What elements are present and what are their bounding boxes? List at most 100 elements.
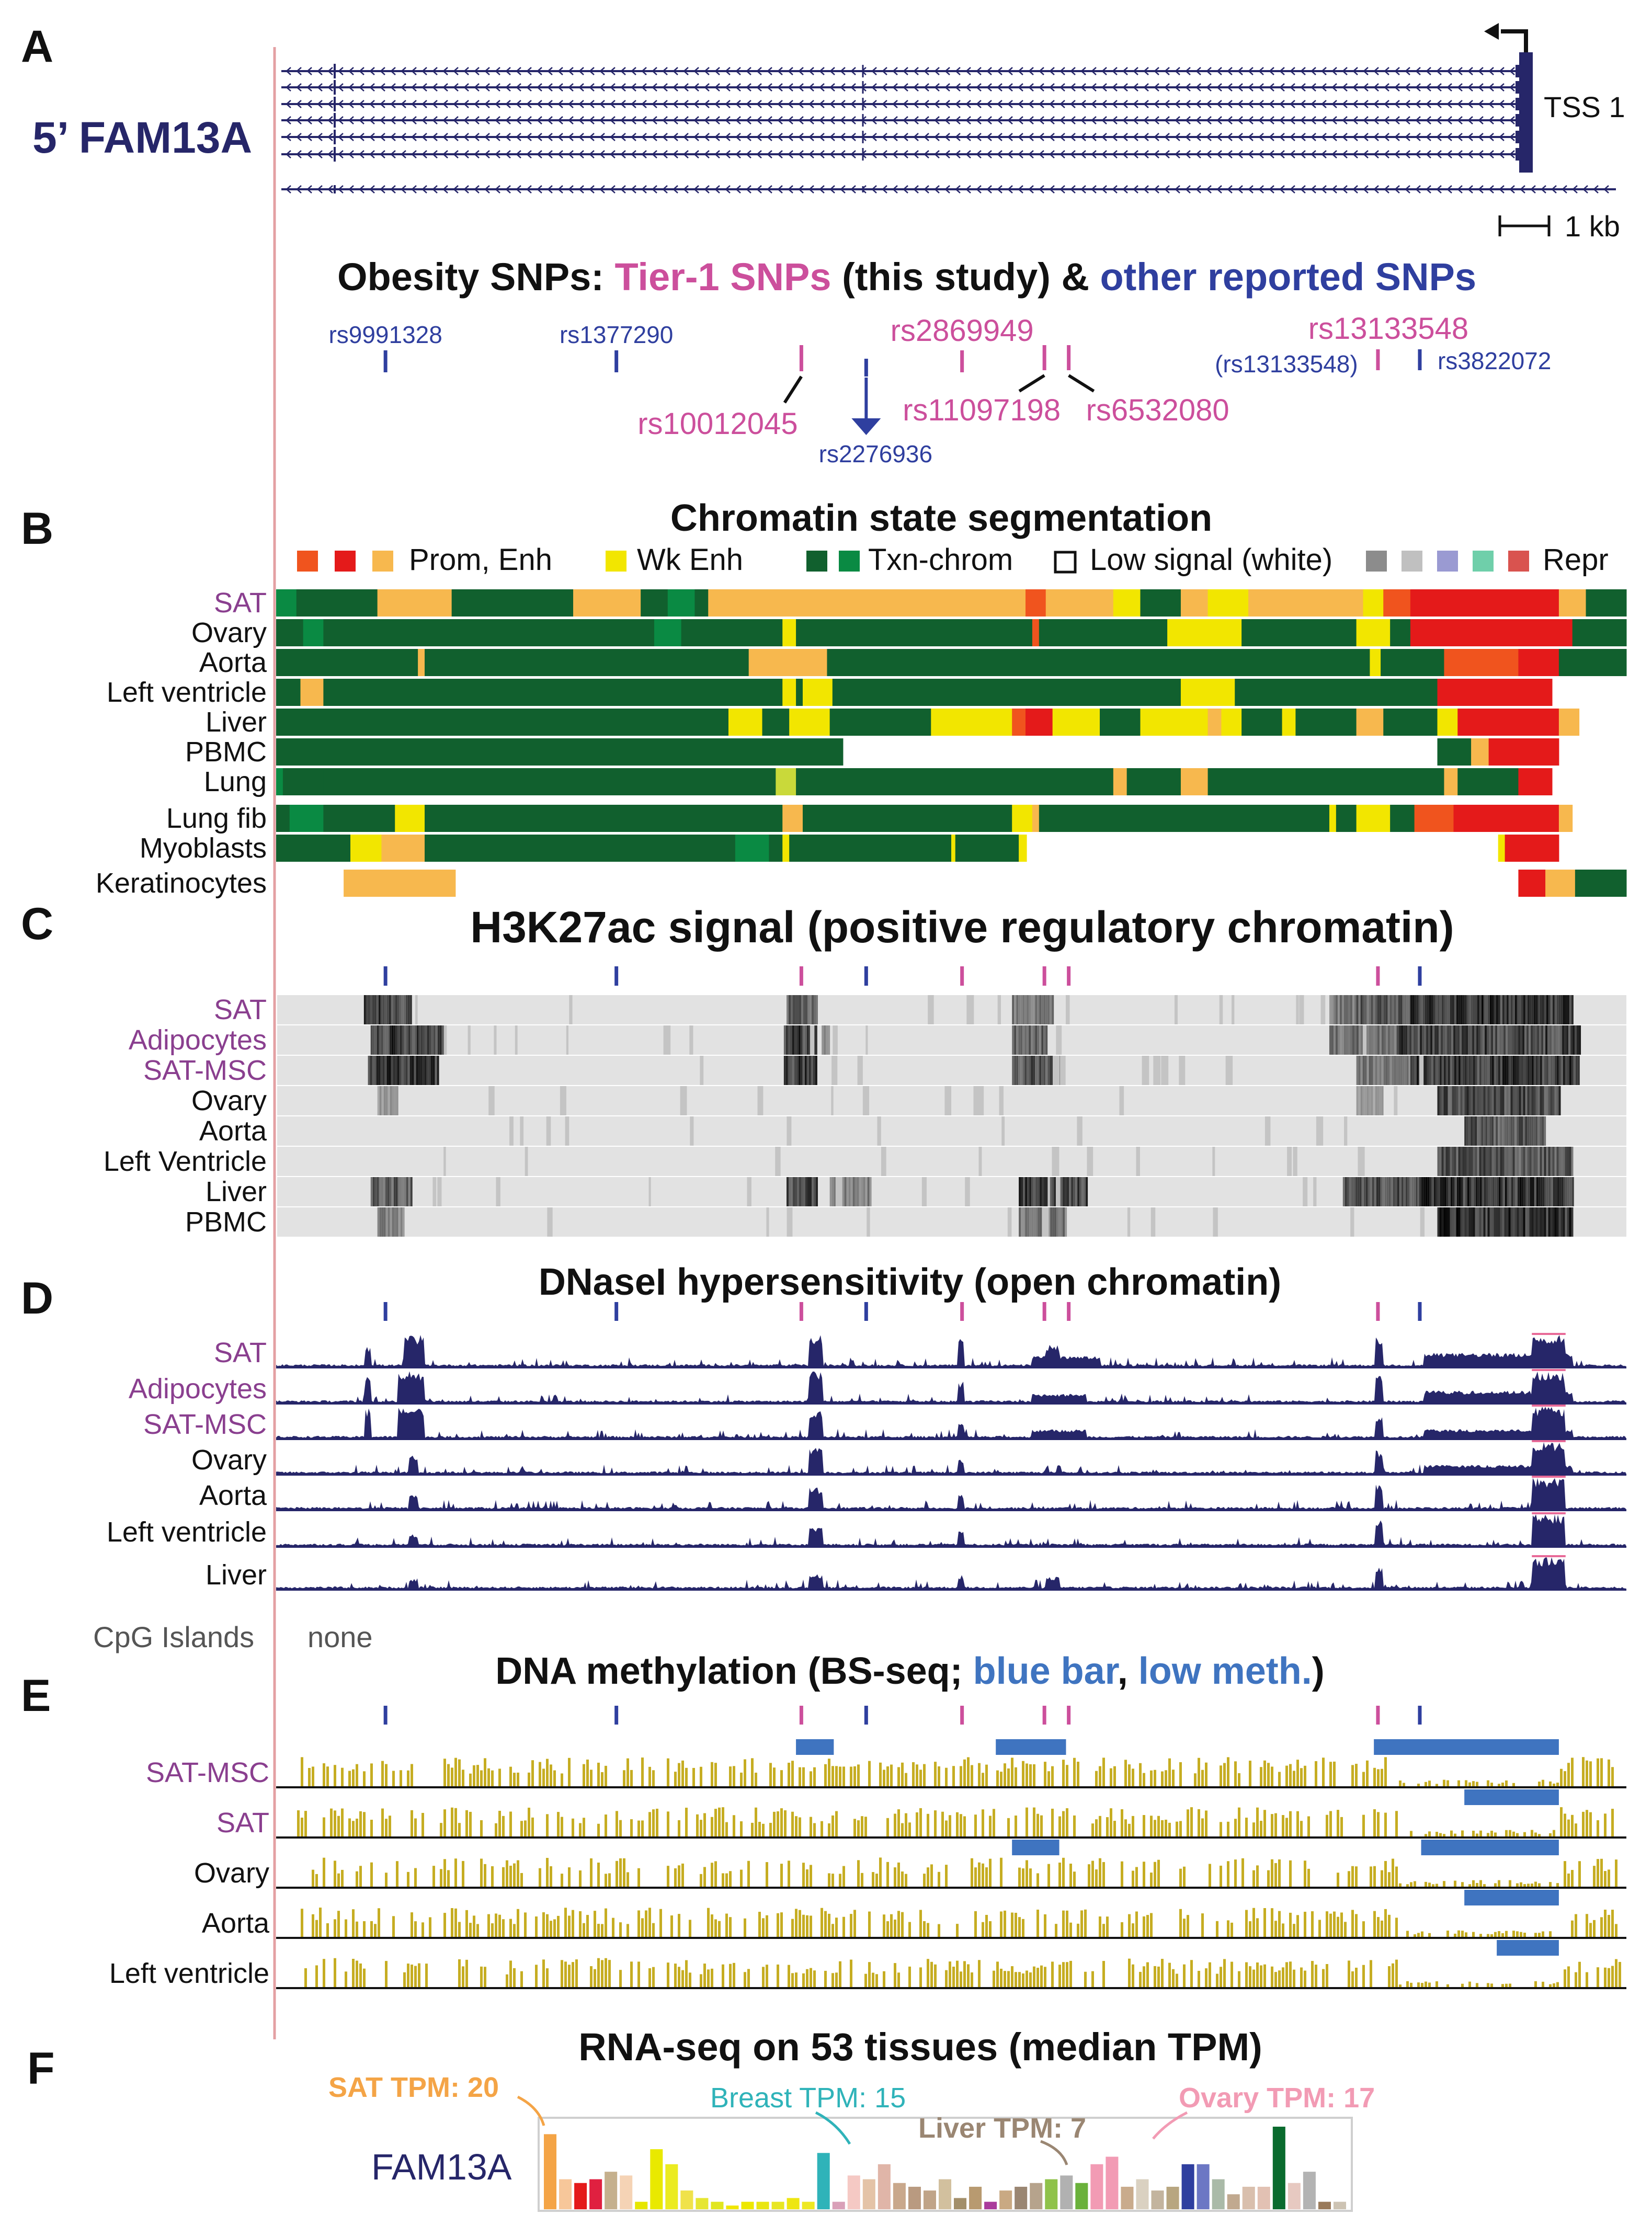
h3k27ac-signal [1485, 1086, 1488, 1115]
methylation-bar [810, 1817, 812, 1837]
h3k27ac-signal [1523, 1147, 1525, 1176]
rnaseq-bar [787, 2198, 800, 2209]
h3k27ac-signal [424, 1056, 427, 1085]
methylation-bar [802, 1914, 805, 1938]
methylation-bar [945, 1970, 948, 1988]
h3k27ac-signal [1527, 1207, 1530, 1237]
methylation-bar [1494, 1832, 1497, 1837]
h3k27ac-signal [798, 1025, 801, 1055]
h3k27ac-signal [1012, 1056, 1015, 1085]
methylation-bar [1377, 1769, 1380, 1787]
h3k27ac-signal [1512, 1207, 1515, 1237]
h3k27ac-signal [1433, 1056, 1435, 1085]
h3k27ac-signal [1452, 1147, 1454, 1176]
h3k27ac-signal [1039, 1025, 1042, 1055]
rnaseq-bar [741, 2201, 754, 2209]
chromatin-segment [1207, 768, 1444, 795]
chromatin-segment [1207, 709, 1222, 736]
methylation-bar [370, 1763, 373, 1787]
methylation-bar [1498, 1931, 1500, 1938]
h3k27ac-signal [1561, 1177, 1564, 1206]
h3k27ac-signal [1418, 995, 1421, 1024]
h3k27ac-signal [1556, 1025, 1558, 1055]
chromatin-segment [1235, 679, 1438, 706]
h3k27ac-signal [1354, 995, 1357, 1024]
methylation-bar [590, 1770, 593, 1787]
methylation-bar [934, 1762, 937, 1787]
methylation-bar [919, 1910, 922, 1938]
rnaseq-bar [1015, 2186, 1028, 2209]
h3k27ac-signal [1460, 995, 1463, 1024]
h3k27ac-signal [1468, 1056, 1471, 1085]
h3k27ac-signal [1473, 1086, 1475, 1115]
h3k27ac-signal [1425, 1177, 1428, 1206]
methylation-bar [1154, 1862, 1156, 1888]
h3k27ac-signal [1437, 1025, 1439, 1055]
h3k27ac-signal [1473, 1207, 1475, 1237]
snp-arrowhead [851, 418, 881, 435]
h3k27ac-signal [1544, 1116, 1546, 1146]
chromatin-track-label: Lung fib [166, 803, 267, 834]
panel-e-title-blue2: low meth. [1138, 1650, 1312, 1692]
chromatin-segment [276, 589, 297, 617]
h3k27ac-signal [1416, 1025, 1418, 1055]
methylation-bar [1088, 1864, 1090, 1888]
methylation-bar [506, 1974, 508, 1988]
h3k27ac-signal [1565, 1147, 1567, 1176]
h3k27ac-signal [1043, 995, 1046, 1024]
methylation-bar [1417, 1982, 1420, 1988]
h3k27ac-signal [802, 1025, 805, 1055]
methylation-bar [572, 1818, 574, 1837]
h3k27ac-signal [1422, 995, 1425, 1024]
methylation-bar [711, 1968, 713, 1988]
h3k27ac-signal [1567, 1056, 1569, 1085]
h3k27ac-signal [388, 1207, 390, 1237]
h3k27ac-signal [1535, 1207, 1538, 1237]
h3k27ac-signal [1033, 1056, 1035, 1085]
h3k27ac-signal [1019, 1177, 1021, 1206]
methylation-bar [883, 1914, 885, 1938]
h3k27ac-signal [1464, 1025, 1466, 1055]
methylation-bar [667, 1866, 669, 1888]
h3k27ac-signal [1342, 1177, 1345, 1206]
methylation-bar [330, 1808, 333, 1837]
h3k27ac-signal [1502, 1056, 1505, 1085]
h3k27ac-signal [1565, 1056, 1567, 1085]
h3k27ac-signal [1456, 1086, 1459, 1115]
h3k27ac-signal [389, 1056, 391, 1085]
methylation-bar [528, 1772, 530, 1787]
h3k27ac-signal [1392, 1025, 1394, 1055]
h3k27ac-signal [1420, 1025, 1422, 1055]
methylation-bar [1340, 1912, 1343, 1938]
methylation-bar [1542, 1981, 1544, 1988]
h3k27ac-signal [794, 1177, 797, 1206]
h3k27ac-signal [1533, 1086, 1536, 1115]
h3k27ac-signal [1040, 1207, 1042, 1237]
h3k27ac-signal [1414, 1177, 1416, 1206]
h3k27ac-signal [1366, 1056, 1369, 1085]
methylation-bar [1307, 1816, 1310, 1837]
methylation-track-label: SAT-MSC [146, 1757, 269, 1788]
h3k27ac-signal [1500, 1056, 1502, 1085]
snp-connector [1068, 374, 1095, 393]
h3k27ac-signal [1508, 1147, 1511, 1176]
methylation-bar [443, 1759, 446, 1787]
h3k27ac-signal [1035, 995, 1038, 1024]
h3k27ac-signal [1544, 995, 1546, 1024]
methylation-bar [729, 1871, 732, 1888]
h3k27ac-signal [1494, 1147, 1496, 1176]
h3k27ac-signal [423, 1025, 425, 1055]
h3k27ac-signal [432, 1056, 435, 1085]
methylation-bar [553, 1770, 556, 1787]
h3k27ac-signal [1373, 1086, 1375, 1115]
methylation-bar [1381, 1920, 1383, 1938]
methylation-bar [421, 1922, 424, 1938]
methylation-bar [1523, 1884, 1526, 1888]
methylation-bar [729, 1964, 732, 1988]
h3k27ac-signal [1451, 1025, 1454, 1055]
methylation-bar [1128, 1823, 1131, 1837]
methylation-bar [1249, 1761, 1251, 1787]
methylation-bar [1611, 1809, 1614, 1837]
h3k27ac-signal [786, 995, 789, 1024]
methylation-bar [813, 1970, 816, 1988]
